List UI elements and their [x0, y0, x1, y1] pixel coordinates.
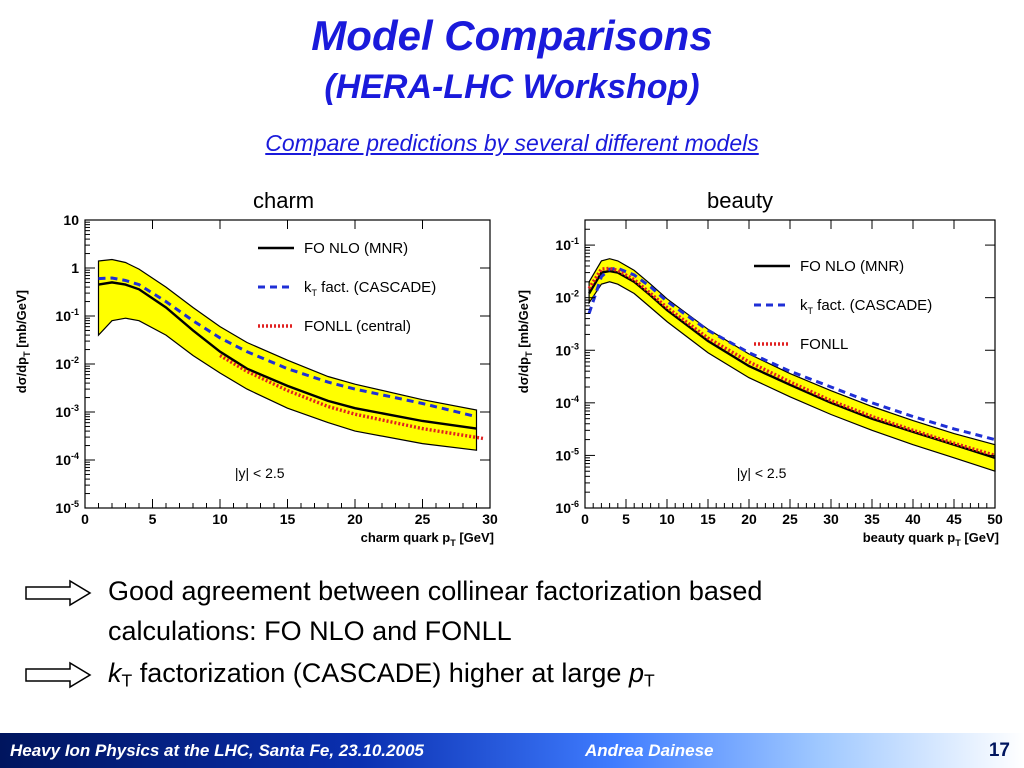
- y-tick-label: 10-1: [55, 307, 79, 324]
- x-axis-label: charm quark pT [GeV]: [361, 530, 494, 548]
- beauty-chart: 0 5 10 15 20 25 30 35 40 45 50 10-6 10-5 10-4 10-3 10-2…: [516, 219, 1003, 548]
- series-line-0: [98, 281, 477, 430]
- y-tick-label: 10-3: [55, 403, 79, 420]
- y-tick-label: 10-4: [555, 394, 579, 411]
- bullet-1-line-1: Good agreement between collinear factori…: [108, 576, 763, 606]
- bullet-1-line-2: calculations: FO NLO and FONLL: [108, 616, 512, 646]
- slide-link[interactable]: Compare predictions by several different…: [265, 130, 759, 156]
- series-line-1: [98, 276, 477, 419]
- charm-panel-label: charm: [253, 188, 315, 213]
- legend-label: FONLL: [800, 336, 848, 353]
- x-tick-label: 25: [415, 511, 431, 527]
- y-tick-label: 10-5: [555, 446, 579, 463]
- arrow-icon: [25, 579, 92, 607]
- series-line-0: [588, 269, 996, 459]
- arrow-icon: [25, 661, 92, 689]
- legend-label: FO NLO (MNR): [800, 258, 904, 275]
- x-tick-label: 35: [864, 511, 880, 527]
- page-number: 17: [988, 740, 1010, 761]
- y-tick-label: 10-6: [555, 499, 579, 516]
- x-tick-label: 5: [622, 511, 630, 527]
- x-tick-label: 5: [149, 511, 157, 527]
- x-tick-label: 25: [782, 511, 798, 527]
- x-tick-label: 45: [946, 511, 962, 527]
- x-tick-label: 40: [905, 511, 921, 527]
- y-axis-label: dσ/dpT [mb/GeV]: [14, 290, 32, 393]
- x-tick-label: 30: [823, 511, 839, 527]
- x-tick-label: 30: [482, 511, 498, 527]
- x-tick-label: 10: [212, 511, 228, 527]
- y-axis-label: dσ/dpT [mb/GeV]: [516, 290, 534, 393]
- plot-frame: [584, 219, 996, 509]
- slide-subtitle: (HERA-LHC Workshop): [324, 68, 700, 106]
- legend-label: kT fact. (CASCADE): [800, 297, 932, 316]
- y-tick-label: 10-2: [555, 289, 579, 306]
- x-tick-label: 15: [280, 511, 296, 527]
- slide-title: Model Comparisons: [311, 12, 713, 59]
- x-tick-label: 0: [81, 511, 89, 527]
- x-tick-label: 10: [659, 511, 675, 527]
- bullet-2: kT factorization (CASCADE) higher at lar…: [108, 658, 655, 691]
- x-tick-label: 0: [581, 511, 589, 527]
- x-tick-label: 15: [700, 511, 716, 527]
- charm-chart: 0 5 10 15 20 25 30 10-5 10-4 10-3 10-2 10-1 1 10 charm…: [14, 212, 498, 548]
- y-tick-label: 10-5: [55, 499, 79, 516]
- x-tick-label: 20: [741, 511, 757, 527]
- x-tick-label: 20: [347, 511, 363, 527]
- footer-event: Heavy Ion Physics at the LHC, Santa Fe, …: [10, 741, 424, 760]
- y-tick-label: 10-1: [555, 236, 579, 253]
- x-axis-label: beauty quark pT [GeV]: [863, 530, 999, 548]
- beauty-panel-label: beauty: [707, 188, 774, 213]
- legend-label: FO NLO (MNR): [304, 240, 408, 257]
- annotation-rapidity: |y| < 2.5: [737, 465, 787, 481]
- y-tick-label: 1: [71, 260, 79, 276]
- legend-label: FONLL (central): [304, 318, 411, 335]
- y-tick-label: 10-4: [55, 451, 79, 468]
- y-tick-label: 10: [63, 212, 79, 228]
- y-tick-label: 10-2: [55, 355, 79, 372]
- series-line-2: [219, 354, 484, 441]
- footer-author: Andrea Dainese: [585, 741, 714, 760]
- legend-label: kT fact. (CASCADE): [304, 279, 436, 298]
- series-line-2: [587, 266, 996, 458]
- uncertainty-band: [97, 258, 478, 451]
- footer-bar: Heavy Ion Physics at the LHC, Santa Fe, …: [0, 733, 1024, 768]
- annotation-rapidity: |y| < 2.5: [235, 465, 285, 481]
- x-tick-label: 50: [987, 511, 1003, 527]
- y-tick-label: 10-3: [555, 341, 579, 358]
